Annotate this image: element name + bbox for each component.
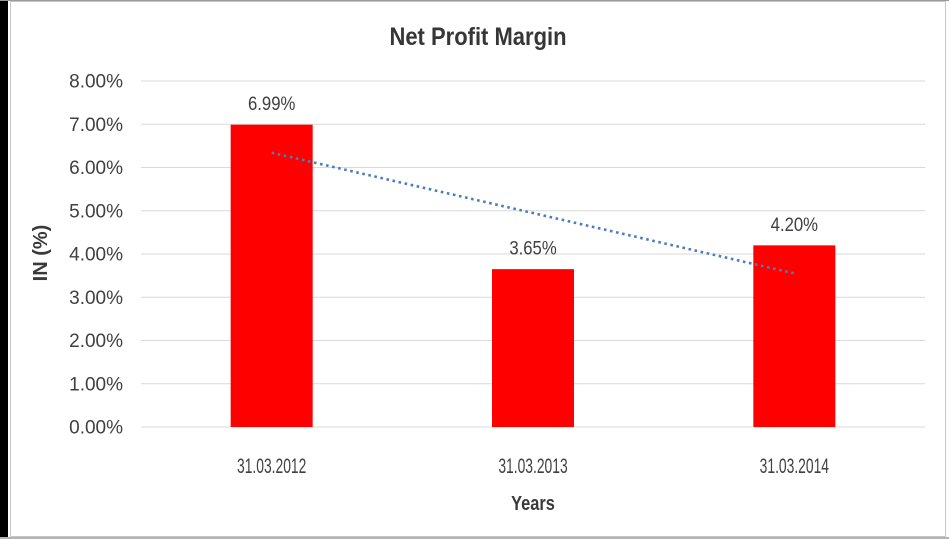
chart-canvas: 0.00% 1.00% 2.00% 3.00% 4.00% 5.00% 6.00% 7.00%…	[10, 1, 946, 537]
y-tick-label: 1.00%	[69, 374, 123, 395]
bar-data-label: 4.20%	[771, 214, 818, 235]
y-axis-title: IN (%)	[30, 225, 52, 282]
plot-area: 0.00% 1.00% 2.00% 3.00% 4.00% 5.00% 6.00% 7.00%…	[30, 23, 925, 514]
bar-data-label: 6.99%	[248, 93, 295, 114]
left-border-strip	[0, 1, 8, 537]
y-tick-label: 8.00%	[69, 72, 123, 93]
x-axis-title: Years	[511, 491, 555, 514]
trendline	[271, 151, 795, 275]
y-tick-label: 3.00%	[69, 288, 123, 309]
y-tick-label: 2.00%	[69, 331, 123, 352]
y-tick-label: 6.00%	[69, 158, 123, 179]
bar	[753, 245, 836, 427]
bar	[492, 269, 574, 427]
bar-data-label: 3.65%	[509, 238, 556, 259]
y-tick-label: 7.00%	[69, 115, 123, 136]
y-tick-label: 0.00%	[69, 418, 123, 439]
bar	[230, 124, 313, 428]
x-category-label: 31.03.2012	[237, 454, 306, 478]
x-category-label: 31.03.2013	[498, 454, 567, 478]
x-category-label: 31.03.2014	[760, 454, 829, 478]
y-tick-label: 5.00%	[69, 201, 123, 222]
y-tick-label: 4.00%	[69, 245, 123, 266]
chart-title: Net Profit Margin	[389, 23, 566, 51]
